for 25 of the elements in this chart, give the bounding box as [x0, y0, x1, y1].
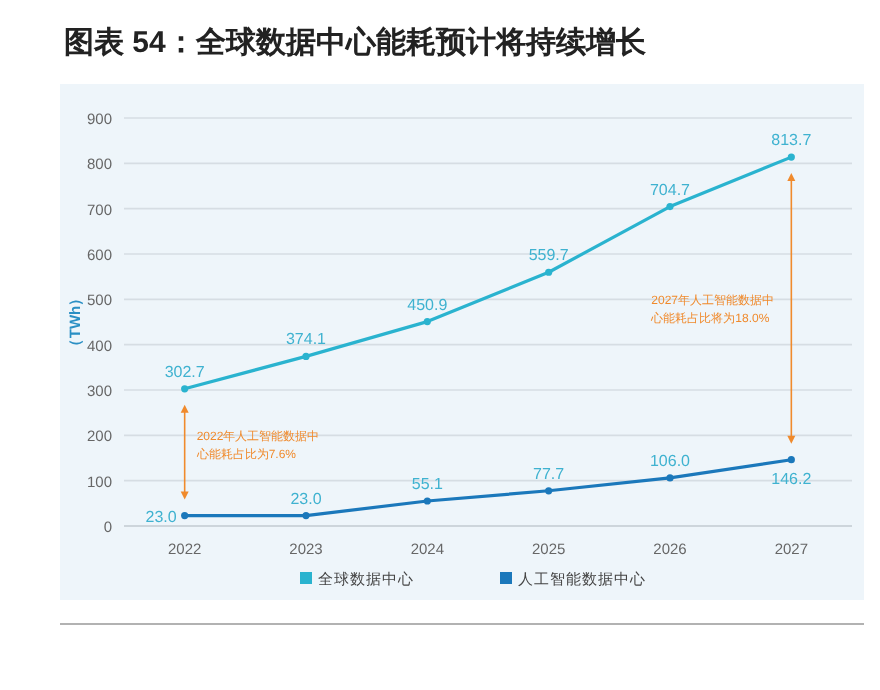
point	[787, 153, 795, 161]
data-label: 106.0	[649, 451, 692, 470]
chart-title: 图表 54：全球数据中心能耗预计将持续增长	[64, 24, 648, 60]
data-label: 374.1	[285, 330, 328, 349]
point	[545, 487, 553, 495]
point	[666, 202, 674, 211]
point	[302, 511, 310, 520]
data-label: 77.7	[533, 464, 566, 483]
point	[666, 474, 674, 482]
data-label: 23.0	[290, 489, 323, 508]
data-label: 23.0	[145, 507, 178, 526]
point	[181, 511, 189, 520]
point	[787, 456, 795, 464]
point	[545, 268, 553, 276]
data-label: 146.2	[771, 469, 813, 488]
point	[423, 497, 431, 505]
data-label: 450.9	[407, 295, 449, 314]
point	[302, 352, 310, 361]
data-label: 559.7	[528, 246, 570, 265]
data-label: 302.7	[164, 362, 206, 381]
data-label: 704.7	[649, 180, 692, 199]
data-label: 813.7	[771, 131, 813, 150]
data-label: 55.1	[411, 475, 444, 494]
point	[181, 385, 189, 393]
point	[423, 317, 431, 326]
